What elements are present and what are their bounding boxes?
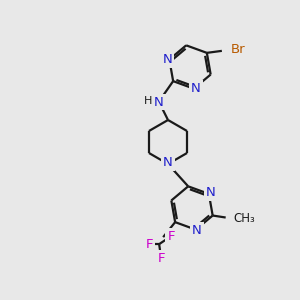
Text: CH₃: CH₃ (234, 212, 255, 225)
Text: N: N (192, 224, 202, 237)
Text: N: N (191, 82, 201, 95)
Text: N: N (163, 157, 173, 169)
Text: N: N (163, 53, 172, 66)
Text: Br: Br (231, 44, 245, 56)
Text: N: N (154, 95, 164, 109)
Text: F: F (146, 238, 153, 250)
Text: H: H (144, 96, 152, 106)
Text: F: F (158, 252, 165, 265)
Text: N: N (206, 186, 216, 200)
Text: F: F (167, 230, 175, 243)
